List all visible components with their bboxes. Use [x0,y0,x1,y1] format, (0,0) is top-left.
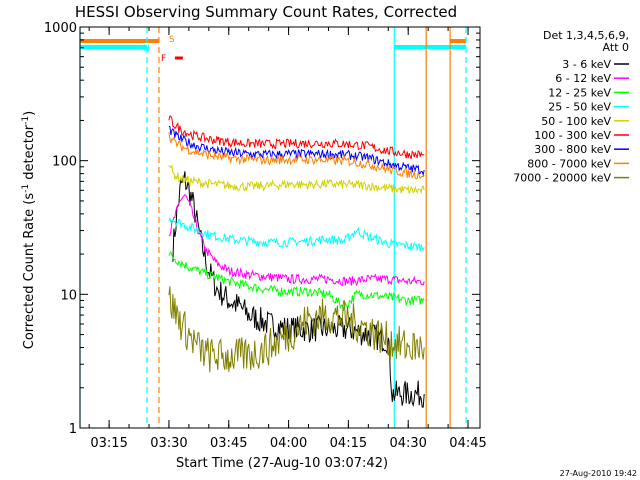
series-line-5 [168,115,425,160]
x-tick-label-6: 04:45 [449,436,486,451]
series-line-1 [168,194,425,287]
series-line-7 [168,132,425,180]
legend-label-4: 50 - 100 keV [541,115,611,128]
flag-flare-label: F [161,54,166,64]
y-tick-label-1: 10 [60,288,77,303]
y-axis-label-mid: detector [22,124,37,184]
x-tick-label-0: 03:15 [90,436,127,451]
y-axis-label-end: ) [22,111,37,116]
timestamp: 27-Aug-2010 19:42 [560,469,637,478]
legend-header-attenuator: Att 0 [603,41,629,54]
x-tick-label-1: 03:30 [150,436,187,451]
legend-label-5: 100 - 300 keV [534,129,611,142]
legend-label-3: 25 - 50 keV [548,101,611,114]
y-axis-label-sup2: -1 [21,116,31,125]
y-tick-label-3: 1000 [44,21,77,36]
series-group [168,115,425,408]
y-axis-label-sup1: -1 [21,184,31,193]
legend-label-0: 3 - 6 keV [562,58,611,71]
legend-label-7: 800 - 7000 keV [527,157,611,170]
y-axis-label-main: Corrected Count Rate (s [22,193,37,350]
flag-saa-label: S [169,35,175,45]
series-line-3 [168,216,425,252]
y-axis-label: Corrected Count Rate (s-1 detector-1) [21,111,37,349]
plot-frame [79,26,481,429]
legend-label-1: 6 - 12 keV [555,72,611,85]
legend-label-8: 7000 - 20000 keV [513,172,611,185]
chart-title: HESSI Observing Summary Count Rates, Cor… [75,3,457,21]
x-tick-label-3: 04:00 [270,436,307,451]
y-tick-label-2: 100 [52,155,77,170]
series-line-0 [172,171,425,408]
series-line-8 [168,286,425,373]
flag-night-label: N [143,44,150,54]
legend-label-2: 12 - 25 keV [548,86,611,99]
legend-label-6: 300 - 800 keV [534,143,611,156]
state-markers: S N F [79,27,467,428]
x-tick-label-4: 04:15 [330,436,367,451]
y-tick-label-0: 1 [69,422,77,437]
svg-text:Corrected Count Rate (s-1 dete: Corrected Count Rate (s-1 detector-1) [21,111,37,349]
x-tick-label-2: 03:45 [210,436,247,451]
series-line-4 [168,164,425,195]
legend-header-detectors: Det 1,3,4,5,6,9, [543,29,629,42]
x-axis-label: Start Time (27-Aug-10 03:07:42) [176,456,388,471]
axes: 1 10 100 1000 03:15 03:30 03:45 04:00 04:15 04:30… [44,21,487,451]
x-tick-label-5: 04:30 [389,436,426,451]
series-line-6 [168,125,425,177]
series-line-2 [168,250,425,312]
